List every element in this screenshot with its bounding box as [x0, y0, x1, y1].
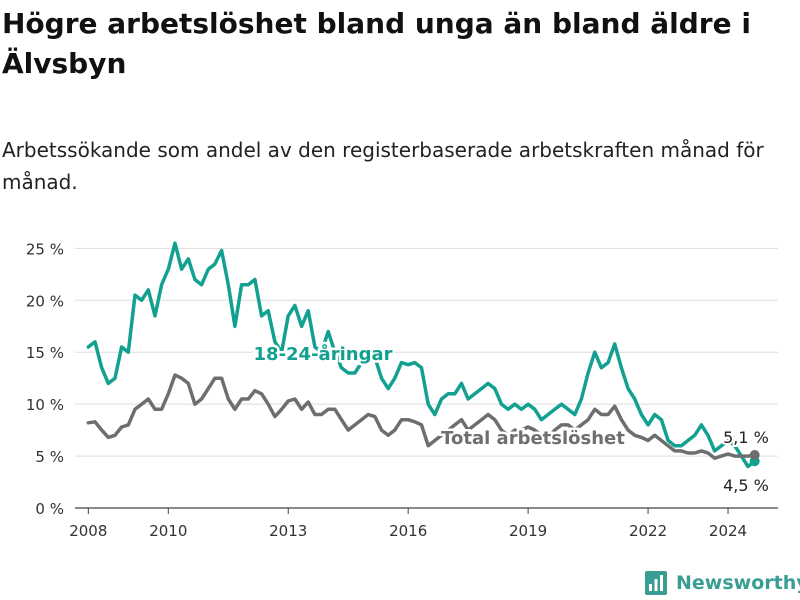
y-tick-label: 15 % [26, 344, 64, 362]
y-axis-ticks: 0 % 5 % 10 % 15 % 20 % 25 % [26, 240, 64, 518]
y-tick-label: 10 % [26, 396, 64, 414]
x-tick-label: 2010 [149, 522, 187, 540]
x-tick-label: 2008 [69, 522, 107, 540]
chart-title: Högre arbetslöshet bland unga än bland ä… [2, 7, 751, 80]
newsworthy-logo: Newsworthy [645, 568, 800, 598]
y-tick-label: 0 % [35, 500, 64, 518]
x-tick-label: 2022 [629, 522, 667, 540]
bar-chart-logo-icon [645, 571, 667, 595]
x-tick-label: 2019 [509, 522, 547, 540]
series-label-total: Total arbetslöshet [441, 428, 625, 449]
total-unemployment-end-point [749, 450, 760, 461]
chart-subtitle: Arbetssökande som andel av den registerb… [2, 138, 764, 194]
y-tick-label: 25 % [26, 240, 64, 258]
total-unemployment-line [86, 373, 757, 460]
x-tick-label: 2016 [389, 522, 427, 540]
x-axis: 2008 2010 2013 2016 2019 2022 2024 [69, 508, 747, 540]
youth-unemployment-line [86, 241, 757, 469]
x-tick-label: 2013 [269, 522, 307, 540]
series-lines [86, 241, 760, 469]
series-label-youth: 18-24-åringar [254, 343, 393, 365]
series-labels: 18-24-åringar Total arbetslöshet 5,1 % 4,5 … [251, 341, 771, 498]
brand-name: Newsworthy [676, 572, 800, 594]
x-tick-label: 2024 [709, 522, 747, 540]
total-end-value-label: 5,1 % [723, 428, 769, 447]
y-tick-label: 20 % [26, 292, 64, 310]
gridlines [75, 247, 778, 509]
youth-end-value-label: 4,5 % [723, 476, 769, 495]
y-tick-label: 5 % [35, 448, 64, 466]
